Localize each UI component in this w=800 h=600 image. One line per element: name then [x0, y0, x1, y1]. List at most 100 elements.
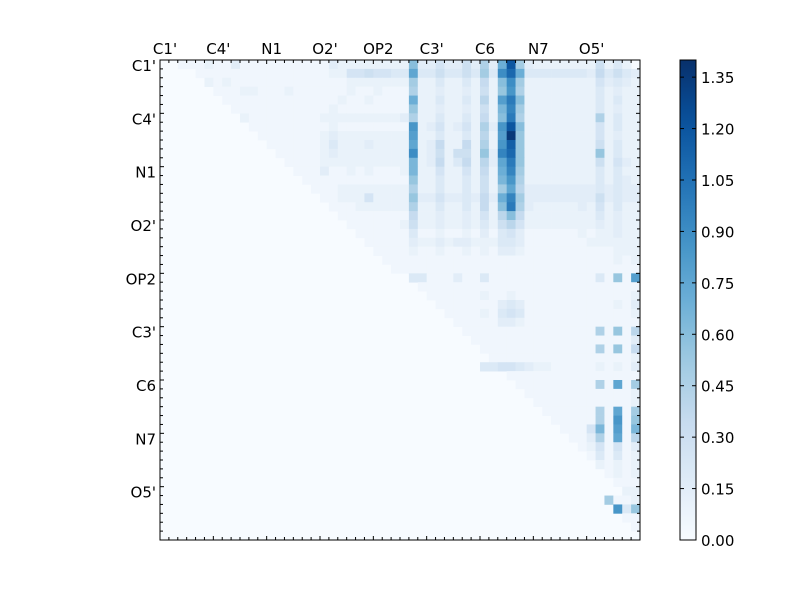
heatmap-cell: [533, 344, 543, 354]
heatmap-cell: [568, 148, 579, 159]
heatmap-cell: [373, 246, 383, 256]
heatmap-cell: [462, 148, 472, 159]
heatmap-cell: [542, 86, 552, 96]
heatmap-cell: [542, 264, 552, 274]
heatmap-cell: [462, 86, 472, 96]
heatmap-cell: [426, 246, 436, 256]
heatmap-cell: [400, 131, 410, 141]
heatmap-cell: [311, 95, 321, 105]
heatmap-cell: [453, 122, 463, 132]
heatmap-cell: [444, 166, 454, 176]
heatmap-cell: [577, 317, 588, 328]
heatmap-cell: [506, 202, 516, 212]
heatmap-cell: [595, 300, 605, 310]
heatmap-cell: [346, 60, 356, 70]
heatmap-cell: [471, 317, 481, 328]
colorbar-tick-label: 0.90: [701, 223, 734, 241]
heatmap-cell: [435, 104, 445, 114]
heatmap-cell: [577, 273, 588, 283]
heatmap-cell: [426, 184, 436, 194]
heatmap-cell: [533, 264, 543, 274]
heatmap-cell: [284, 95, 294, 105]
heatmap-cell: [568, 344, 579, 354]
heatmap-cell: [577, 308, 588, 319]
heatmap-cell: [604, 202, 614, 212]
heatmap-cell: [497, 60, 508, 70]
heatmap-cell: [337, 68, 348, 79]
heatmap-cell: [515, 95, 525, 105]
heatmap-cell: [426, 86, 436, 96]
heatmap-cell: [382, 148, 392, 159]
heatmap-cell: [524, 68, 534, 79]
heatmap-cell: [560, 175, 570, 185]
x-tick-label: C1': [153, 40, 177, 58]
heatmap-cell: [631, 202, 641, 212]
heatmap-cell: [408, 220, 419, 230]
heatmap-cell: [408, 273, 419, 283]
heatmap-cell: [408, 175, 419, 185]
heatmap-cell: [400, 220, 410, 230]
heatmap-cell: [542, 131, 552, 141]
heatmap-cell: [533, 60, 543, 70]
heatmap-cell: [586, 140, 596, 150]
heatmap-cell: [551, 326, 561, 336]
heatmap-cell: [577, 166, 588, 176]
heatmap-cell: [604, 442, 614, 452]
heatmap-cell: [453, 220, 463, 230]
heatmap-cell: [444, 77, 454, 88]
heatmap-cell: [613, 353, 623, 363]
heatmap-cell: [524, 77, 534, 88]
heatmap-cell: [613, 468, 623, 479]
heatmap-cell: [506, 113, 516, 123]
heatmap-cell: [337, 86, 348, 96]
heatmap-cell: [631, 166, 641, 176]
heatmap-cell: [497, 104, 508, 114]
heatmap-cell: [382, 68, 392, 79]
heatmap-cell: [524, 95, 534, 105]
heatmap-cell: [577, 362, 588, 372]
heatmap-cell: [515, 246, 525, 256]
heatmap-cell: [506, 95, 516, 105]
heatmap-cell: [515, 255, 525, 265]
heatmap-cell: [257, 131, 268, 141]
heatmap-cell: [586, 380, 596, 390]
heatmap-cell: [328, 60, 339, 70]
heatmap-cell: [577, 148, 588, 159]
heatmap-cell: [595, 344, 605, 354]
heatmap-cell: [426, 157, 436, 168]
heatmap-cell: [577, 193, 588, 203]
heatmap-cell: [364, 193, 374, 203]
heatmap-cell: [577, 157, 588, 168]
heatmap-cell: [488, 335, 499, 345]
heatmap-cell: [533, 166, 543, 176]
heatmap-cell: [320, 175, 330, 185]
heatmap-cell: [533, 202, 543, 212]
heatmap-cell: [355, 202, 365, 212]
heatmap-cell: [471, 335, 481, 345]
heatmap-cell: [524, 335, 534, 345]
heatmap-cell: [302, 113, 312, 123]
heatmap-cell: [524, 175, 534, 185]
heatmap-cell: [453, 175, 463, 185]
heatmap-cell: [613, 68, 623, 79]
heatmap-cell: [595, 433, 605, 443]
heatmap-cell: [604, 300, 614, 310]
heatmap-cell: [622, 468, 632, 479]
heatmap-cell: [577, 228, 588, 239]
heatmap-cell: [568, 424, 579, 434]
heatmap-cell: [471, 131, 481, 141]
heatmap-cell: [435, 300, 445, 310]
heatmap-cell: [417, 140, 428, 150]
heatmap-cell: [604, 60, 614, 70]
heatmap-cell: [524, 148, 534, 159]
y-tick-label: C3': [132, 324, 156, 342]
heatmap-cell: [524, 122, 534, 132]
heatmap-cell: [435, 202, 445, 212]
heatmap-cell: [426, 202, 436, 212]
heatmap-cell: [551, 264, 561, 274]
heatmap-cell: [506, 211, 516, 221]
heatmap-cell: [631, 86, 641, 96]
heatmap-cell: [417, 255, 428, 265]
heatmap-cell: [560, 77, 570, 88]
heatmap-cell: [560, 273, 570, 283]
